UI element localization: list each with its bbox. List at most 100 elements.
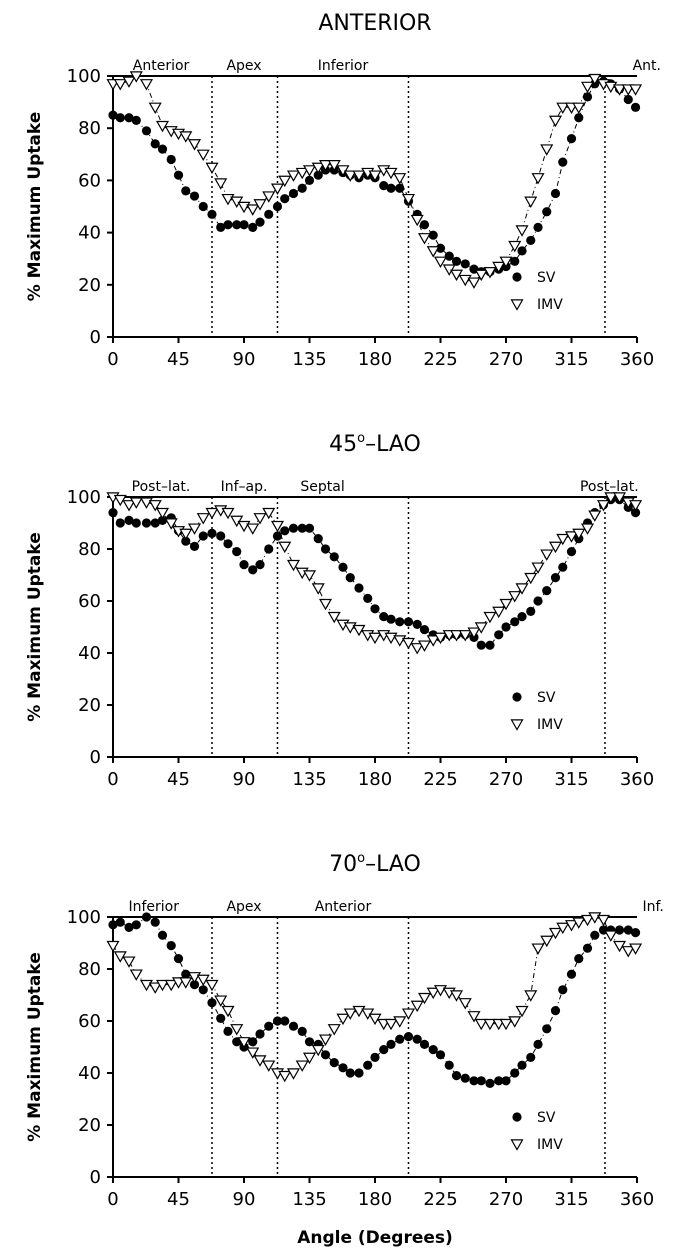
data-point-imv: [410, 1000, 424, 1013]
data-point-imv: [311, 1044, 325, 1057]
x-tick-label: 0: [107, 1189, 118, 1210]
data-point-sv: [501, 622, 511, 632]
data-point-sv: [189, 541, 200, 552]
data-point-sv: [590, 930, 600, 940]
data-point-sv: [582, 92, 593, 102]
data-point-sv: [248, 1037, 258, 1047]
data-point-sv: [501, 1076, 511, 1086]
x-tick-label: 360: [620, 769, 654, 790]
data-point-sv: [232, 220, 242, 230]
data-point-imv: [246, 204, 260, 216]
data-point-imv: [196, 149, 210, 162]
data-point-sv: [329, 1058, 339, 1068]
data-point-imv: [580, 523, 595, 535]
data-point-sv: [403, 1032, 414, 1042]
series-sv: [108, 912, 641, 1088]
data-point-sv: [255, 560, 265, 570]
data-point-imv: [433, 256, 448, 269]
data-point-sv: [313, 534, 323, 544]
data-point-sv: [476, 640, 486, 650]
data-point-sv: [542, 1024, 552, 1034]
data-point-imv: [343, 1008, 357, 1020]
data-point-sv: [297, 1026, 307, 1036]
data-point-imv: [122, 956, 136, 968]
data-point-sv: [623, 94, 633, 105]
series-line-imv: [112, 916, 636, 1077]
chart-title-degree: o: [357, 431, 365, 446]
data-point-sv: [288, 1021, 299, 1031]
y-tick-label: 60: [78, 1011, 101, 1032]
x-tick-label: 315: [554, 349, 588, 370]
data-point-imv: [122, 76, 136, 88]
data-point-sv: [526, 1052, 536, 1062]
data-point-imv: [572, 917, 586, 929]
legend-label-sv: SV: [537, 270, 556, 286]
data-point-imv: [155, 507, 170, 520]
region-label: Ant.: [633, 58, 661, 74]
y-tick-label: 0: [90, 1167, 101, 1188]
data-point-sv: [173, 954, 184, 964]
data-point-sv: [181, 536, 191, 546]
region-label: Anterior: [315, 899, 372, 915]
data-point-sv: [181, 186, 191, 196]
y-tick-label: 100: [67, 907, 101, 928]
data-point-sv: [280, 1016, 290, 1026]
data-point-sv: [216, 1013, 226, 1024]
data-point-sv: [198, 531, 208, 541]
data-point-imv: [515, 583, 529, 595]
data-point-sv: [533, 596, 543, 606]
chart-title: 70o–LAO: [329, 851, 421, 877]
data-point-imv: [588, 510, 602, 522]
data-point-imv: [524, 196, 538, 208]
data-point-imv: [467, 1011, 481, 1023]
data-point-imv: [540, 549, 554, 561]
data-point-imv: [205, 979, 219, 992]
legend-marker-imv: [510, 1139, 524, 1151]
data-point-imv: [196, 513, 210, 525]
data-point-imv: [474, 269, 488, 282]
data-point-sv: [574, 954, 584, 964]
data-point-sv: [304, 523, 315, 533]
y-tick-label: 20: [78, 275, 101, 296]
data-point-sv: [248, 222, 258, 232]
data-point-sv: [189, 980, 200, 990]
data-point-sv: [354, 583, 364, 593]
region-label: Inferior: [128, 899, 179, 915]
data-point-sv: [623, 925, 633, 935]
series-line-sv: [112, 499, 636, 646]
data-point-sv: [403, 617, 414, 627]
region-label: Post–lat.: [580, 479, 639, 495]
data-point-imv: [148, 500, 162, 512]
data-point-sv: [370, 1052, 380, 1062]
data-point-sv: [386, 614, 396, 624]
data-point-imv: [531, 562, 545, 574]
data-point-sv: [419, 1039, 430, 1049]
data-point-sv: [345, 1068, 355, 1078]
x-tick-label: 270: [489, 769, 523, 790]
data-point-sv: [345, 573, 355, 583]
data-point-sv: [558, 562, 568, 572]
data-point-sv: [566, 969, 577, 979]
data-point-sv: [435, 243, 446, 253]
data-point-imv: [278, 541, 292, 554]
data-point-sv: [207, 998, 217, 1008]
data-point-sv: [435, 1050, 446, 1060]
legend-label-sv: SV: [537, 1110, 556, 1126]
data-point-imv: [311, 583, 325, 595]
data-point-sv: [124, 515, 134, 526]
x-tick-label: 315: [554, 1189, 588, 1210]
data-point-sv: [166, 154, 176, 165]
x-tick-label: 90: [233, 1189, 256, 1210]
data-point-imv: [262, 1060, 276, 1072]
data-point-imv: [572, 102, 586, 115]
x-tick-label: 90: [233, 349, 256, 370]
data-point-sv: [510, 617, 520, 627]
data-point-imv: [270, 183, 285, 195]
data-point-sv: [131, 518, 141, 528]
data-point-imv: [318, 598, 333, 611]
data-point-imv: [214, 178, 228, 190]
data-point-imv: [129, 969, 143, 981]
x-tick-label: 135: [292, 1189, 326, 1210]
data-point-imv: [368, 170, 382, 182]
y-tick-label: 0: [90, 327, 101, 348]
